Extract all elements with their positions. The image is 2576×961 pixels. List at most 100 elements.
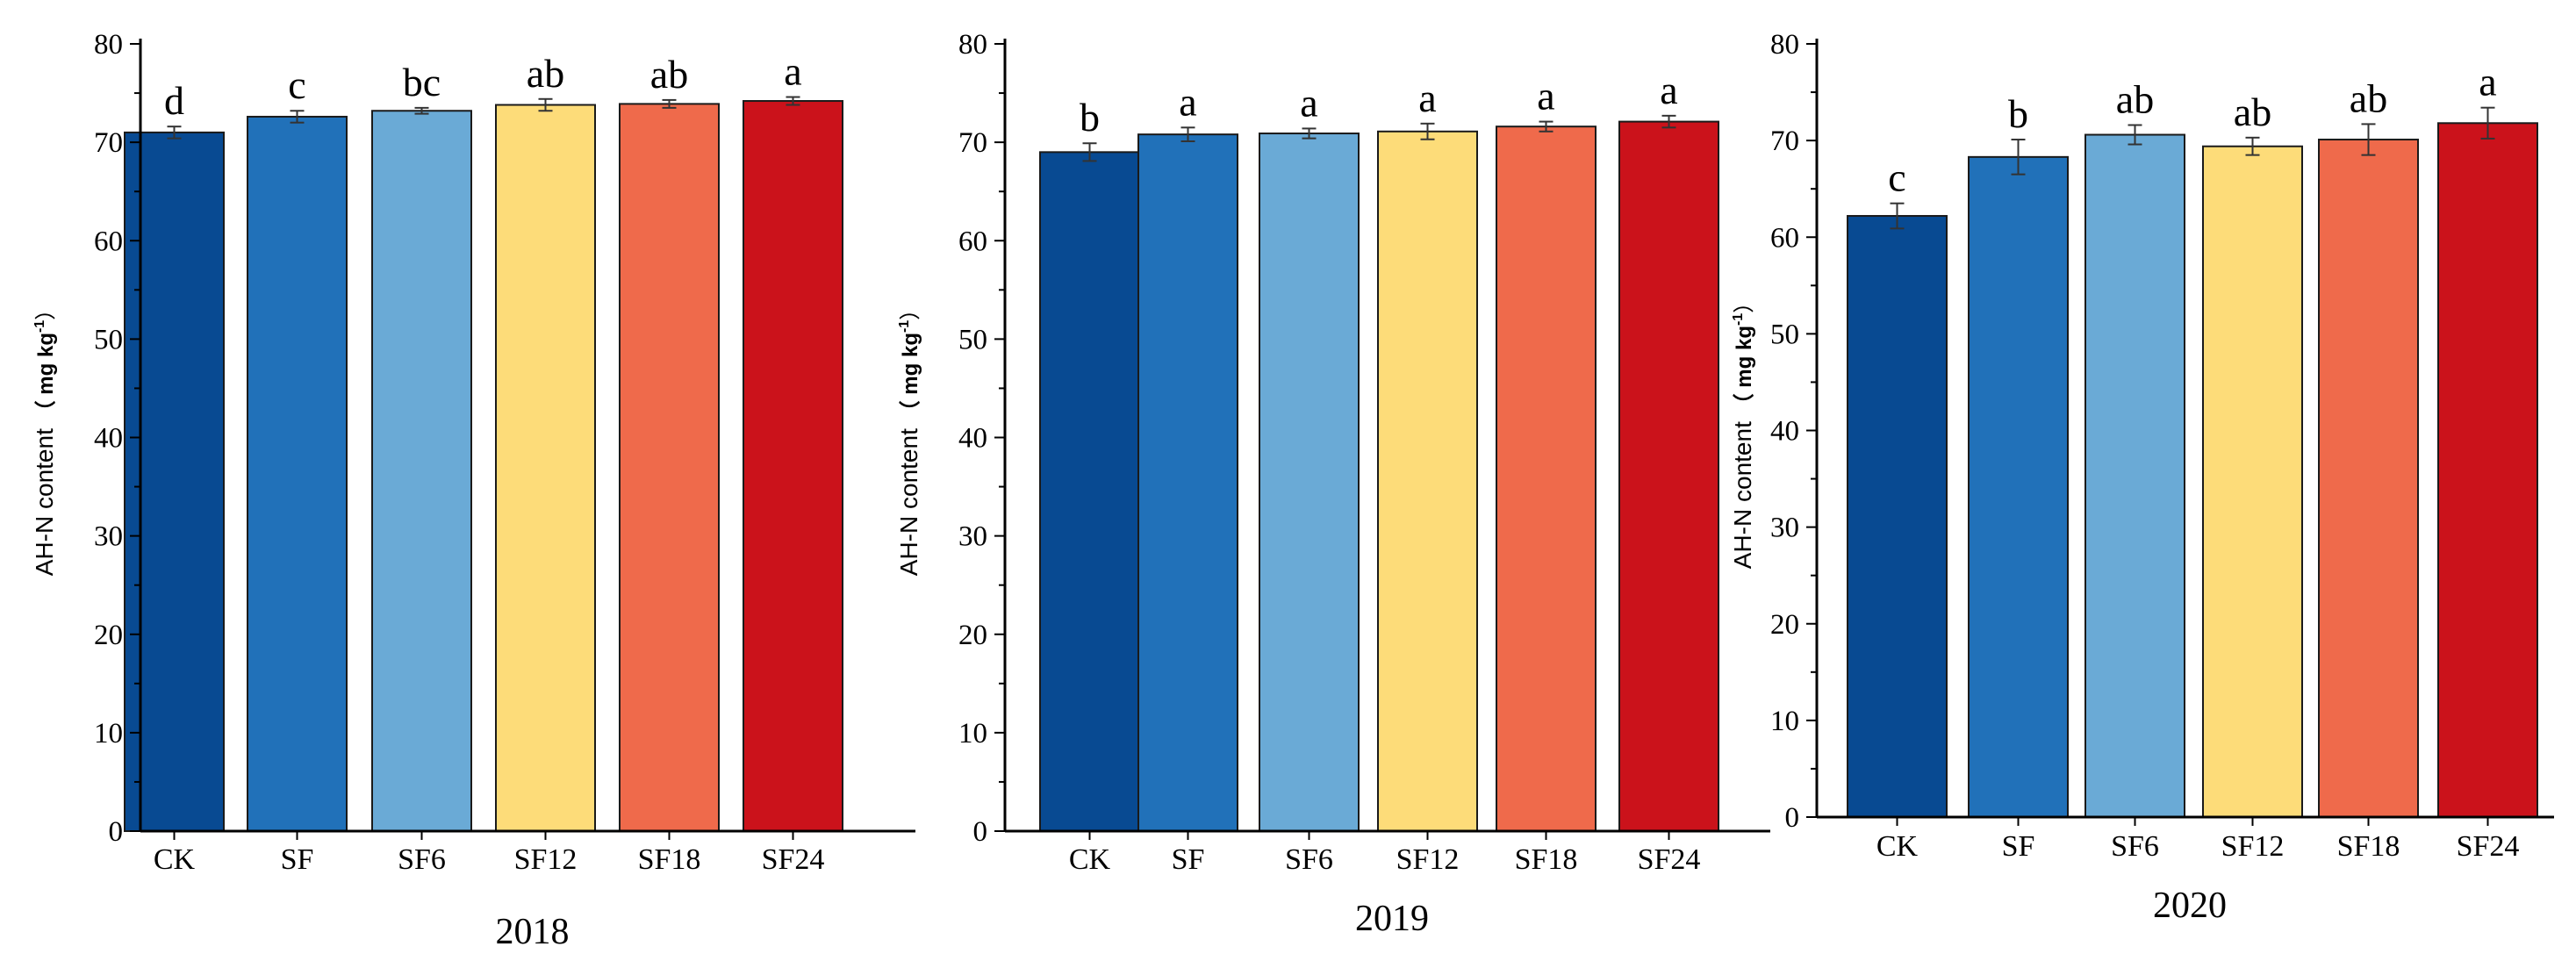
y-tick-label: 40 bbox=[958, 423, 987, 455]
y-tick-label: 20 bbox=[958, 620, 987, 651]
significance-label: ab bbox=[650, 52, 688, 97]
significance-label: c bbox=[1888, 155, 1905, 200]
y-tick-label: 50 bbox=[94, 324, 123, 355]
y-tick-label: 30 bbox=[1770, 513, 1799, 544]
y-tick-label: 80 bbox=[1770, 29, 1799, 61]
significance-label: a bbox=[1418, 75, 1436, 120]
chart-panel-2019: b CK a SF a SF6 a SF12 a SF18 a SF24 0 10 20 30 40 50 60 70… bbox=[895, 29, 1770, 939]
y-tick-label: 20 bbox=[94, 620, 123, 651]
x-tick-label: CK bbox=[1876, 830, 1919, 863]
y-axis-label-unit: （ mg kg bbox=[1733, 326, 1756, 414]
y-tick-label: 80 bbox=[958, 29, 987, 61]
x-axis-title: 2019 bbox=[1355, 899, 1429, 939]
significance-label: a bbox=[1537, 74, 1554, 118]
y-axis-label-unit-close: ） bbox=[1733, 292, 1756, 313]
x-tick-label: SF6 bbox=[1285, 843, 1333, 876]
x-tick-label: SF bbox=[1172, 843, 1205, 876]
bar-SF bbox=[1968, 155, 2069, 818]
y-axis-label-text: AH-N content bbox=[895, 421, 922, 576]
y-axis-label-unit: （ mg kg bbox=[899, 333, 922, 421]
x-tick-label: SF6 bbox=[398, 843, 446, 876]
y-tick-label: 50 bbox=[1770, 319, 1799, 350]
significance-label: ab bbox=[527, 51, 564, 96]
significance-label: a bbox=[784, 49, 801, 94]
y-tick-label: 60 bbox=[1770, 222, 1799, 254]
y-axis-label: AH-N content （ mg kg-1） bbox=[895, 299, 922, 576]
y-tick-label: 40 bbox=[1770, 416, 1799, 448]
significance-label: b bbox=[2008, 91, 2028, 136]
bar-SF bbox=[1137, 133, 1238, 832]
bar-SF6 bbox=[1259, 133, 1360, 832]
significance-label: ab bbox=[2350, 75, 2387, 120]
x-tick-label: SF6 bbox=[2111, 830, 2159, 863]
y-tick-label: 10 bbox=[94, 718, 123, 749]
y-tick-label: 70 bbox=[1770, 126, 1799, 157]
y-axis-label-unit-sup: -1 bbox=[897, 320, 912, 333]
y-tick-label: 0 bbox=[1785, 802, 1800, 834]
significance-label: ab bbox=[2234, 90, 2271, 134]
chart-panel-2020: c CK b SF ab SF6 ab SF12 ab SF18 a SF24 0 10 20 30 40 50 6… bbox=[1729, 29, 2554, 926]
y-axis-label-unit-sup: -1 bbox=[1731, 313, 1746, 326]
x-tick-label: SF24 bbox=[1638, 843, 1701, 876]
bar-CK bbox=[1039, 151, 1140, 832]
y-tick-label: 40 bbox=[94, 423, 123, 455]
y-tick-label: 10 bbox=[1770, 706, 1799, 737]
y-axis-label: AH-N content （ mg kg-1） bbox=[1729, 292, 1756, 569]
y-axis-label-text: AH-N content bbox=[1729, 414, 1756, 569]
y-tick-label: 60 bbox=[94, 226, 123, 257]
bar-SF24 bbox=[2437, 122, 2538, 819]
y-tick-label: 30 bbox=[94, 521, 123, 553]
y-tick-label: 0 bbox=[109, 816, 124, 848]
y-axis-label-unit-close: ） bbox=[899, 299, 922, 320]
bar-SF18 bbox=[2318, 139, 2419, 818]
bar-SF12 bbox=[2202, 145, 2303, 819]
x-tick-label: SF18 bbox=[2337, 830, 2400, 863]
bar-CK bbox=[1847, 215, 1948, 818]
bar-SF18 bbox=[1496, 126, 1597, 832]
bar-SF24 bbox=[743, 100, 843, 833]
x-axis-title: 2018 bbox=[496, 912, 570, 952]
significance-label: ab bbox=[2116, 77, 2154, 122]
y-axis-label-unit-sup: -1 bbox=[32, 320, 47, 333]
y-axis-label-unit-close: ） bbox=[34, 299, 58, 320]
x-tick-label: SF24 bbox=[762, 843, 825, 876]
significance-label: bc bbox=[403, 60, 441, 104]
bar-SF6 bbox=[371, 110, 472, 833]
bar-SF6 bbox=[2084, 133, 2185, 818]
significance-label: d bbox=[164, 78, 184, 123]
significance-label: b bbox=[1080, 95, 1100, 140]
y-tick-label: 60 bbox=[958, 226, 987, 257]
x-tick-label: CK bbox=[154, 843, 196, 876]
y-tick-label: 70 bbox=[958, 127, 987, 159]
bar-SF18 bbox=[619, 103, 720, 833]
y-tick-label: 50 bbox=[958, 324, 987, 355]
significance-label: a bbox=[2479, 60, 2496, 104]
y-tick-label: 20 bbox=[1770, 609, 1799, 641]
bar-SF12 bbox=[495, 104, 596, 832]
y-tick-label: 80 bbox=[94, 29, 123, 61]
y-axis-label-unit: （ mg kg bbox=[34, 333, 58, 421]
significance-label: a bbox=[1660, 68, 1677, 112]
bar-SF bbox=[247, 115, 348, 833]
x-tick-label: SF24 bbox=[2457, 830, 2520, 863]
y-tick-label: 30 bbox=[958, 521, 987, 553]
chart-panel-2018: d CK c SF bc SF6 ab SF12 ab SF18 a SF24 0 10 20 30 40 50 6… bbox=[31, 29, 915, 952]
x-axis-title: 2020 bbox=[2153, 886, 2227, 926]
significance-label: a bbox=[1300, 80, 1317, 125]
x-tick-label: SF12 bbox=[1396, 843, 1460, 876]
y-axis-label-text: AH-N content bbox=[31, 421, 58, 576]
x-tick-label: SF bbox=[281, 843, 314, 876]
y-tick-label: 70 bbox=[94, 127, 123, 159]
y-tick-label: 0 bbox=[973, 816, 988, 848]
y-axis-label: AH-N content （ mg kg-1） bbox=[31, 299, 58, 576]
significance-label: c bbox=[288, 62, 305, 107]
x-tick-label: SF18 bbox=[1515, 843, 1578, 876]
significance-label: a bbox=[1179, 79, 1196, 124]
x-tick-label: SF12 bbox=[2221, 830, 2285, 863]
y-tick-label: 10 bbox=[958, 718, 987, 749]
x-tick-label: SF bbox=[2002, 830, 2035, 863]
x-tick-label: CK bbox=[1069, 843, 1111, 876]
x-tick-label: SF18 bbox=[638, 843, 701, 876]
bar-SF24 bbox=[1618, 120, 1719, 833]
